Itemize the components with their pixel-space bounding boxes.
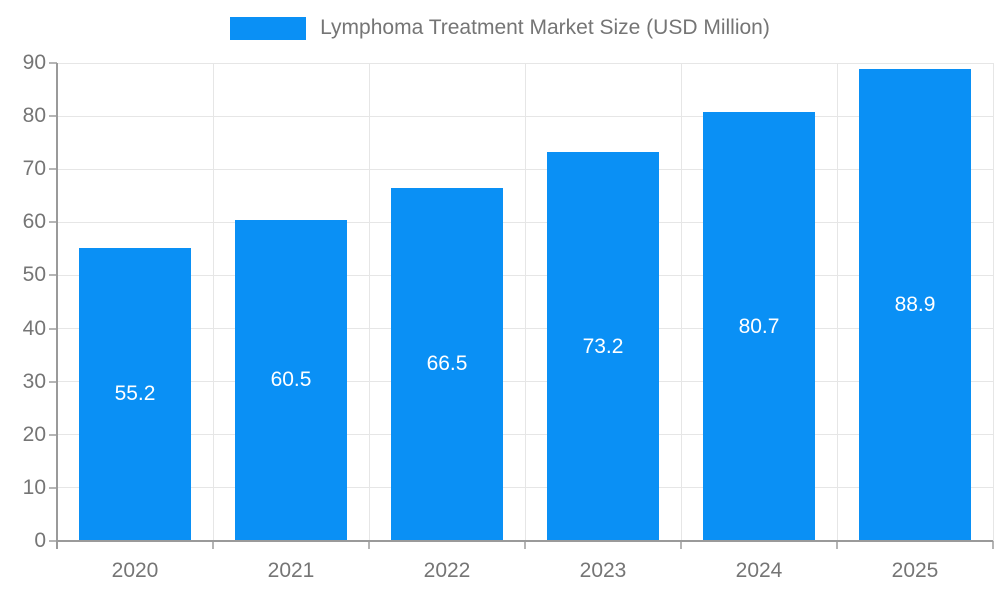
x-tick-label: 2020 <box>111 559 159 582</box>
legend-swatch-icon <box>230 16 307 40</box>
bar[interactable] <box>859 68 971 541</box>
y-tick-label: 40 <box>22 316 46 340</box>
x-axis-tick-mark <box>524 541 526 549</box>
y-axis-tick-mark <box>49 115 57 118</box>
y-axis-tick-mark <box>49 486 57 489</box>
x-axis-tick-mark <box>680 541 682 549</box>
x-axis-line <box>57 540 993 542</box>
gridline-vertical <box>836 63 838 541</box>
y-tick-label: 10 <box>22 475 46 499</box>
y-axis-tick-mark <box>49 433 57 436</box>
y-tick-label: 20 <box>22 422 46 446</box>
x-axis-tick-mark <box>836 541 838 549</box>
bar-value-label: 60.5 <box>270 368 312 392</box>
bar-value-label: 80.7 <box>738 314 780 338</box>
y-axis-tick-mark <box>49 221 57 224</box>
y-tick-label: 30 <box>22 369 46 393</box>
x-tick-label: 2025 <box>891 559 939 582</box>
gridline-vertical <box>368 63 370 541</box>
y-tick-label: 0 <box>34 529 46 552</box>
chart-legend[interactable]: Lymphoma Treatment Market Size (USD Mill… <box>0 16 1000 40</box>
bar-value-label: 66.5 <box>426 352 468 376</box>
bar[interactable] <box>391 187 503 541</box>
bar-value-label: 73.2 <box>582 334 624 358</box>
x-tick-label: 2024 <box>735 559 783 582</box>
x-axis-tick-mark <box>212 541 214 549</box>
bar[interactable] <box>703 112 815 541</box>
y-axis-tick-mark <box>49 62 57 64</box>
y-axis-line <box>56 63 58 549</box>
x-tick-label: 2021 <box>267 559 315 582</box>
y-tick-label: 90 <box>22 51 46 74</box>
x-tick-label: 2023 <box>579 559 627 582</box>
bar[interactable] <box>79 247 191 541</box>
gridline-vertical <box>992 63 994 541</box>
x-axis-tick-mark <box>368 541 370 549</box>
gridline-vertical <box>524 63 526 541</box>
gridline-vertical <box>212 63 214 541</box>
bar-value-label: 88.9 <box>894 292 936 316</box>
bar-value-label: 55.2 <box>114 382 156 406</box>
y-tick-label: 50 <box>22 263 46 287</box>
y-axis-tick-mark <box>49 274 57 277</box>
gridline-vertical <box>680 63 682 541</box>
y-tick-label: 60 <box>22 210 46 234</box>
y-tick-label: 80 <box>22 104 46 128</box>
y-axis-tick-mark <box>49 540 57 542</box>
y-tick-label: 70 <box>22 157 46 181</box>
y-axis-tick-mark <box>49 327 57 330</box>
bar[interactable] <box>547 152 659 541</box>
bar[interactable] <box>235 219 347 541</box>
y-axis-tick-mark <box>49 168 57 171</box>
x-tick-label: 2022 <box>423 559 471 582</box>
legend-label: Lymphoma Treatment Market Size (USD Mill… <box>320 16 770 39</box>
y-axis-tick-mark <box>49 380 57 383</box>
x-axis-tick-mark <box>992 541 994 549</box>
